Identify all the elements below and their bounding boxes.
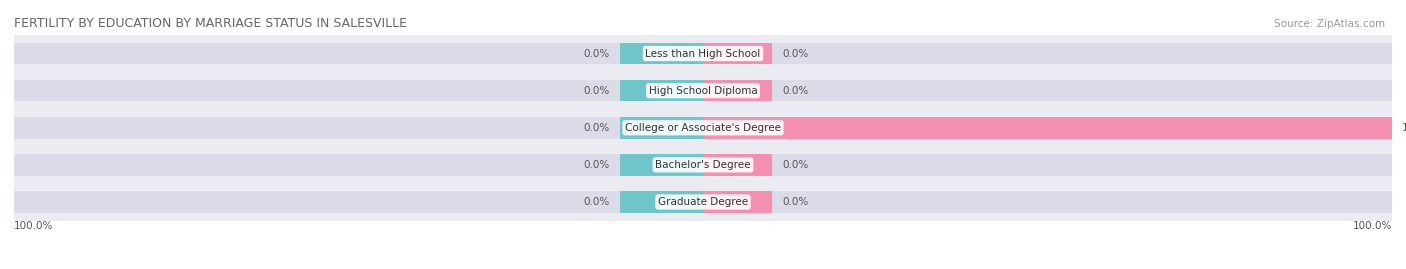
Text: Source: ZipAtlas.com: Source: ZipAtlas.com xyxy=(1274,19,1385,29)
Bar xyxy=(14,183,1392,221)
Text: 100.0%: 100.0% xyxy=(1402,123,1406,133)
Text: 0.0%: 0.0% xyxy=(782,86,808,96)
Text: 0.0%: 0.0% xyxy=(583,197,610,207)
Bar xyxy=(14,191,1392,213)
Bar xyxy=(14,117,1392,139)
Text: 0.0%: 0.0% xyxy=(583,160,610,170)
Text: Graduate Degree: Graduate Degree xyxy=(658,197,748,207)
Bar xyxy=(703,154,772,176)
Text: 0.0%: 0.0% xyxy=(583,123,610,133)
Text: Less than High School: Less than High School xyxy=(645,48,761,59)
Text: 0.0%: 0.0% xyxy=(583,86,610,96)
Text: High School Diploma: High School Diploma xyxy=(648,86,758,96)
Bar xyxy=(620,117,703,139)
Text: 0.0%: 0.0% xyxy=(782,160,808,170)
Bar xyxy=(14,146,1392,183)
Bar xyxy=(620,154,703,176)
Bar xyxy=(703,191,772,213)
Text: FERTILITY BY EDUCATION BY MARRIAGE STATUS IN SALESVILLE: FERTILITY BY EDUCATION BY MARRIAGE STATU… xyxy=(14,17,408,30)
Bar xyxy=(14,80,1392,101)
Text: 0.0%: 0.0% xyxy=(782,197,808,207)
Bar xyxy=(620,43,703,64)
Bar xyxy=(14,43,1392,64)
Text: 100.0%: 100.0% xyxy=(1353,221,1392,231)
Bar xyxy=(14,154,1392,176)
Bar xyxy=(703,43,772,64)
Bar xyxy=(14,35,1392,72)
Text: College or Associate's Degree: College or Associate's Degree xyxy=(626,123,780,133)
Bar xyxy=(14,72,1392,109)
Text: 100.0%: 100.0% xyxy=(14,221,53,231)
Bar xyxy=(620,80,703,101)
Bar xyxy=(703,80,772,101)
Bar xyxy=(620,191,703,213)
Bar xyxy=(703,117,1392,139)
Text: 0.0%: 0.0% xyxy=(583,48,610,59)
Bar xyxy=(14,109,1392,146)
Text: 0.0%: 0.0% xyxy=(782,48,808,59)
Text: Bachelor's Degree: Bachelor's Degree xyxy=(655,160,751,170)
